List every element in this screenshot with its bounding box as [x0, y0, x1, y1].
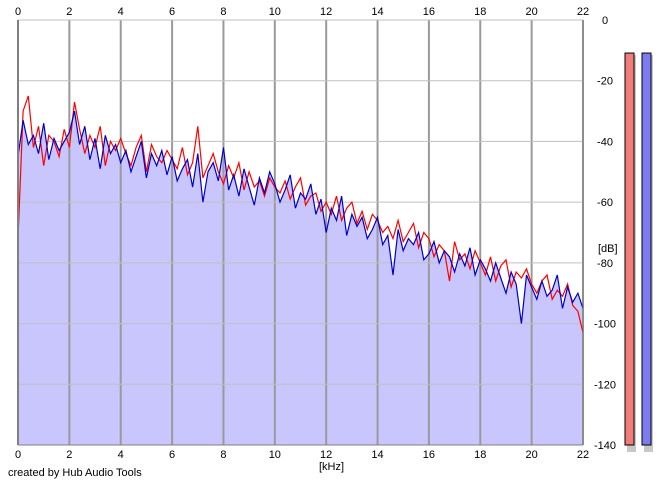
x-tick-label-bottom: 4	[118, 449, 124, 461]
y-tick-label: -140	[594, 440, 616, 452]
y-tick-label: -20	[597, 76, 613, 88]
x-tick-label-top: 22	[577, 6, 589, 18]
y-axis-label: [dB]	[598, 243, 618, 255]
x-tick-label-bottom: 12	[320, 449, 332, 461]
x-tick-label-bottom: 22	[577, 449, 589, 461]
x-tick-label-top: 10	[269, 6, 281, 18]
x-tick-label-bottom: 10	[269, 449, 281, 461]
x-tick-label-bottom: 16	[423, 449, 435, 461]
x-tick-label-bottom: 2	[66, 449, 72, 461]
x-tick-label-top: 2	[66, 6, 72, 18]
x-tick-label-top: 0	[15, 6, 21, 18]
x-tick-label-top: 16	[423, 6, 435, 18]
x-tick-label-bottom: 6	[169, 449, 175, 461]
y-tick-label: -40	[597, 136, 613, 148]
x-tick-label-top: 8	[220, 6, 226, 18]
x-tick-label-bottom: 8	[220, 449, 226, 461]
x-tick-label-bottom: 18	[474, 449, 486, 461]
x-tick-label-bottom: 20	[526, 449, 538, 461]
x-tick-label-bottom: 0	[15, 449, 21, 461]
spectrum-fill	[18, 111, 583, 445]
series-line-blue	[17, 110, 584, 324]
level-meter-left	[624, 52, 635, 446]
x-tick-label-top: 20	[526, 6, 538, 18]
series-line-red	[17, 95, 584, 333]
level-meter-right	[641, 52, 652, 446]
y-tick-label: -80	[597, 258, 613, 270]
x-tick-label-top: 18	[474, 6, 486, 18]
x-tick-label-top: 6	[169, 6, 175, 18]
x-tick-label-top: 12	[320, 6, 332, 18]
x-tick-label-top: 14	[371, 6, 383, 18]
y-tick-label: 0	[602, 15, 608, 27]
x-tick-label-top: 4	[118, 6, 124, 18]
x-tick-label-bottom: 14	[371, 449, 383, 461]
y-tick-label: -60	[597, 197, 613, 209]
y-tick-label: -120	[594, 379, 616, 391]
credit-text: created by Hub Audio Tools	[8, 467, 142, 479]
x-axis-label: [kHz]	[319, 461, 345, 473]
y-tick-label: -100	[594, 319, 616, 331]
